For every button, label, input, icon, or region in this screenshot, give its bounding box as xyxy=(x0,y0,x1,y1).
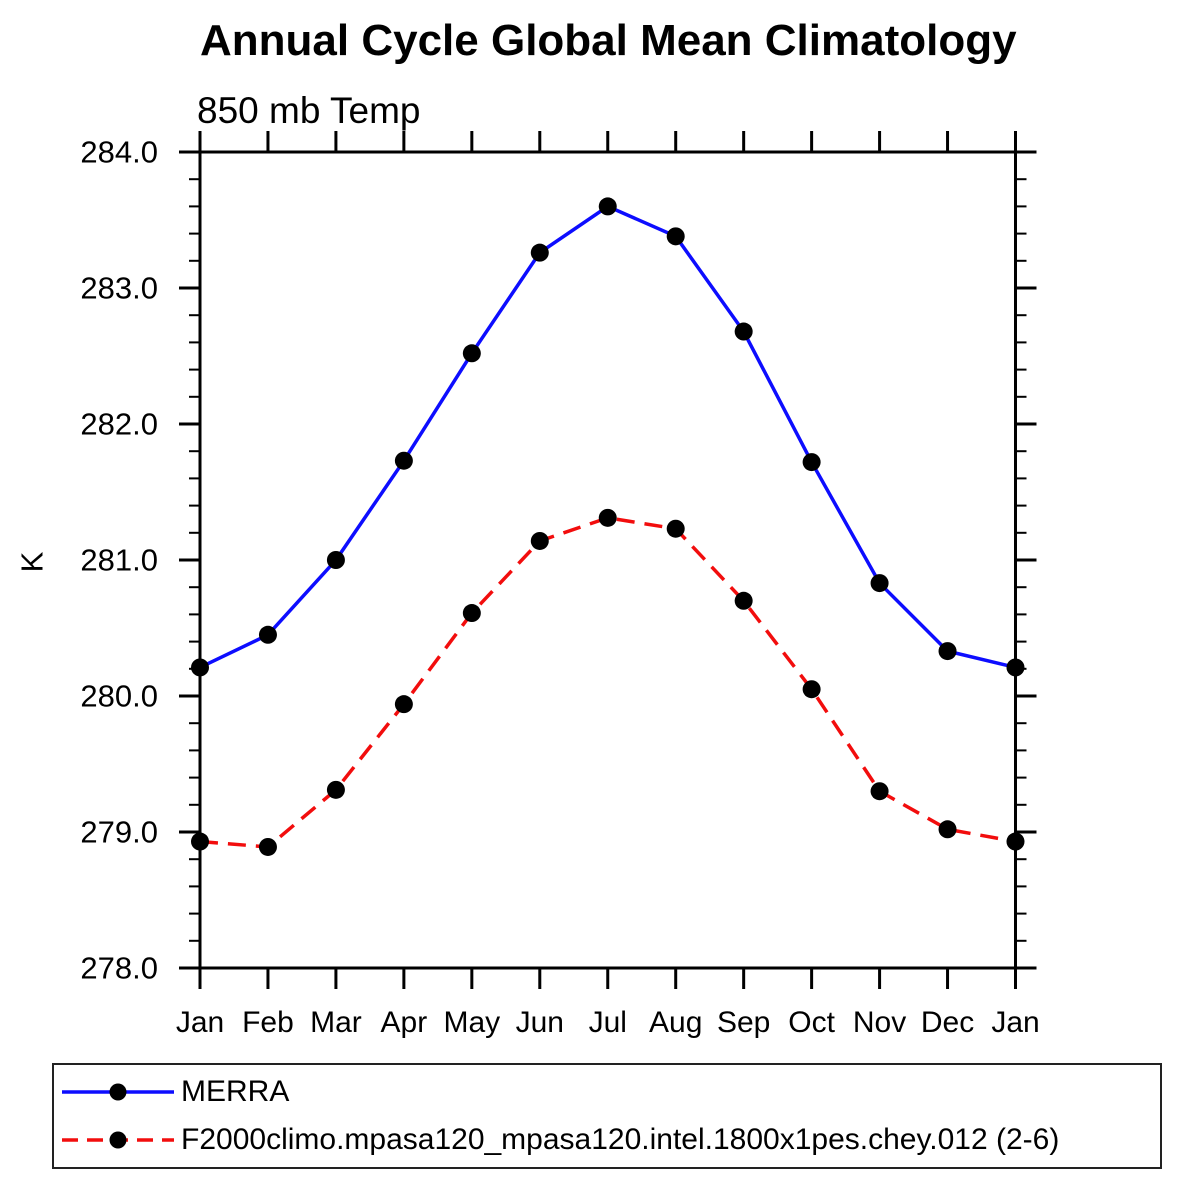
data-point xyxy=(394,695,413,714)
legend-box: MERRA F2000climo.mpasa120_mpasa120.intel… xyxy=(52,1063,1162,1169)
data-point xyxy=(734,322,753,341)
chart-title: Annual Cycle Global Mean Climatology xyxy=(200,16,1017,65)
data-point xyxy=(802,453,821,472)
x-tick-label: Jun xyxy=(516,1006,564,1039)
legend-line-sample-solid xyxy=(62,1083,174,1101)
x-tick-label: Jan xyxy=(176,1006,224,1039)
plot-border xyxy=(198,150,1017,970)
data-point xyxy=(734,591,753,610)
y-tick-label: 280.0 xyxy=(80,679,158,714)
legend-label: F2000climo.mpasa120_mpasa120.intel.1800x… xyxy=(181,1123,1060,1156)
data-point xyxy=(191,832,209,851)
x-tick-label: May xyxy=(443,1006,500,1039)
data-point xyxy=(938,820,957,839)
y-axis-title: K xyxy=(14,551,50,573)
x-tick-label: Jan xyxy=(991,1006,1039,1039)
chart-subtitle: 850 mb Temp xyxy=(197,90,421,131)
y-tick-label: 283.0 xyxy=(80,271,158,306)
data-point xyxy=(462,344,481,363)
x-tick-label: Feb xyxy=(242,1006,294,1039)
data-point xyxy=(938,642,957,661)
data-point xyxy=(1006,832,1025,851)
data-point xyxy=(666,519,685,538)
data-point xyxy=(326,551,345,569)
legend-line-sample-dashed xyxy=(62,1131,174,1149)
data-point xyxy=(191,658,209,677)
data-point xyxy=(870,574,889,593)
data-point xyxy=(598,508,617,527)
data-point xyxy=(1006,658,1025,677)
x-tick-label: Dec xyxy=(921,1006,974,1039)
data-point xyxy=(530,243,549,262)
series-line-1 xyxy=(199,516,1016,849)
x-tick-label: Oct xyxy=(788,1006,835,1039)
data-point xyxy=(258,837,277,856)
x-tick-label: Jul xyxy=(589,1006,627,1039)
x-tick-label: Nov xyxy=(853,1006,906,1039)
data-point xyxy=(802,680,821,699)
y-tick-label: 282.0 xyxy=(80,407,158,442)
data-point xyxy=(666,227,685,246)
data-point xyxy=(870,782,889,801)
y-tick-label: 279.0 xyxy=(80,815,158,850)
x-tick-label: Aug xyxy=(649,1006,702,1039)
data-point xyxy=(462,604,481,623)
data-point xyxy=(598,197,617,216)
x-tick-label: Sep xyxy=(717,1006,770,1039)
y-tick-label: 278.0 xyxy=(80,951,158,986)
y-tick-label: 281.0 xyxy=(80,543,158,578)
data-point xyxy=(394,451,413,470)
legend-entry-model: F2000climo.mpasa120_mpasa120.intel.1800x… xyxy=(59,1118,1160,1162)
data-point xyxy=(258,625,277,644)
x-tick-label: Mar xyxy=(310,1006,362,1039)
legend-entry-merra: MERRA xyxy=(59,1070,1160,1114)
y-tick-label: 284.0 xyxy=(80,135,158,170)
x-tick-label: Apr xyxy=(381,1006,428,1039)
legend-label: MERRA xyxy=(181,1075,290,1108)
data-point xyxy=(326,780,345,799)
series-line-0 xyxy=(199,204,1016,670)
data-point xyxy=(530,531,549,550)
